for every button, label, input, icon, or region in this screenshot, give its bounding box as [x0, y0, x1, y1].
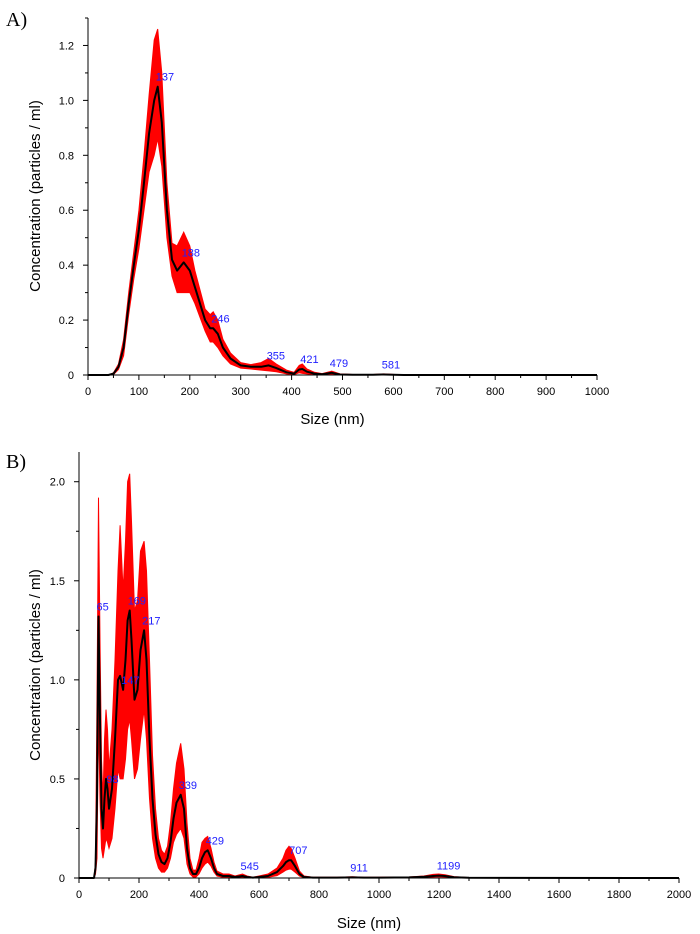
x-tick-label: 400 [190, 889, 208, 901]
peak-label: 1199 [437, 861, 461, 873]
peak-label: 137 [156, 72, 174, 84]
peak-label: 188 [182, 247, 200, 259]
x-tick-label: 200 [130, 889, 148, 901]
x-axis-title: Size (nm) [300, 411, 364, 428]
y-axis-title: Concentration (particles / ml) [27, 100, 44, 292]
x-tick-label: 400 [282, 386, 300, 398]
chart-panel-a: 0 100 200 300 400 500 600 700 800 900 1000 0 0.2 0.4 0… [27, 17, 609, 428]
y-tick-label: 0.4 [59, 260, 74, 272]
x-tick-label: 1400 [487, 889, 511, 901]
y-axis-title: Concentration (particles / ml) [27, 569, 44, 761]
error-band [79, 473, 680, 879]
x-axis-title: Size (nm) [337, 915, 401, 932]
peak-label: 421 [300, 354, 318, 366]
y-tick-label: 0.5 [50, 774, 65, 786]
peak-label: 429 [206, 835, 224, 847]
panel-label-b: B) [6, 451, 26, 473]
peak-label: 217 [142, 615, 160, 627]
peak-label: 339 [179, 780, 197, 792]
error-band [88, 28, 597, 376]
y-tick-label: 0.8 [59, 150, 74, 162]
x-tick-label: 600 [250, 889, 268, 901]
x-tick-label: 0 [76, 889, 82, 901]
y-tick-label: 1.2 [59, 40, 74, 52]
chart-panel-b: 0 200 400 600 800 1000 1200 1400 1600 1800 2000 0 0.… [27, 452, 691, 932]
x-tick-label: 300 [232, 386, 250, 398]
peak-label: 147 [121, 675, 139, 687]
y-tick-label: 0 [59, 873, 65, 885]
peak-label: 545 [241, 861, 259, 873]
x-tick-label: 900 [537, 386, 555, 398]
y-tick-label: 1.5 [50, 576, 65, 588]
x-tick-label: 1000 [585, 386, 609, 398]
x-tick-label: 500 [333, 386, 351, 398]
x-tick-label: 1200 [427, 889, 451, 901]
x-tick-label: 2000 [667, 889, 691, 901]
x-tick-label: 800 [486, 386, 504, 398]
x-tick-label: 600 [384, 386, 402, 398]
x-tick-label: 0 [85, 386, 91, 398]
x-tick-label: 1000 [367, 889, 391, 901]
y-tick-label: 0.2 [59, 315, 74, 327]
x-tick-label: 200 [181, 386, 199, 398]
peak-label: 581 [382, 359, 400, 371]
peak-label: 98 [106, 774, 118, 786]
x-tick-label: 700 [435, 386, 453, 398]
peak-label: 479 [330, 358, 348, 370]
x-tick-label: 100 [130, 386, 148, 398]
peak-label: 911 [350, 862, 368, 874]
series-line-mean [88, 85, 597, 376]
x-tick-label: 1600 [547, 889, 571, 901]
y-tick-label: 0.6 [59, 205, 74, 217]
y-tick-label: 0 [68, 370, 74, 382]
peak-label: 246 [211, 313, 229, 325]
peak-label: 169 [128, 596, 146, 608]
y-tick-label: 1.0 [50, 675, 65, 687]
y-tick-label: 1.0 [59, 95, 74, 107]
panel-label-a: A) [6, 9, 27, 31]
x-tick-label: 800 [310, 889, 328, 901]
peak-label: 355 [267, 350, 285, 362]
x-tick-label: 1800 [607, 889, 631, 901]
peak-label: 707 [289, 845, 307, 857]
peak-label: 65 [97, 601, 109, 613]
y-tick-label: 2.0 [50, 477, 65, 489]
